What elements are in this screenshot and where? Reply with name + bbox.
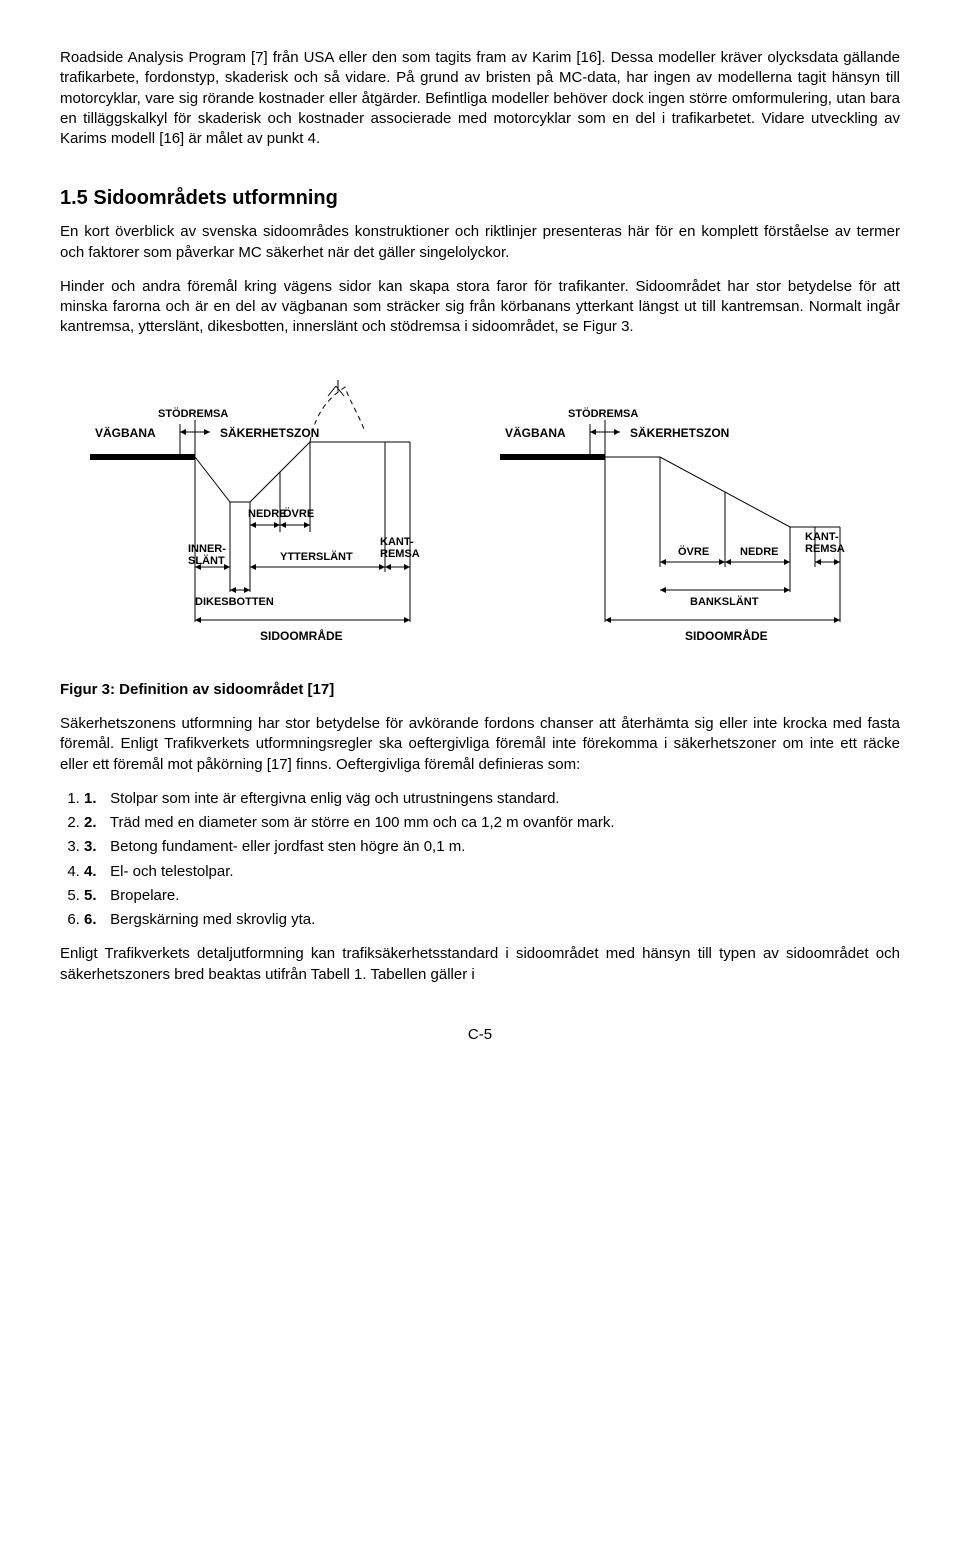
lbl-kant-r: KANT-REMSA [805,531,845,555]
lbl-ovre-r: ÖVRE [678,545,709,558]
section-heading-1-5: 1.5 Sidoområdets utformning [60,185,900,212]
lbl-sido-r: SIDOOMRÅDE [685,628,768,643]
list-item: 6. Bergskärning med skrovlig yta. [84,910,900,930]
lbl-bank-r: BANKSLÄNT [690,595,759,608]
lbl-kant-l: KANT-REMSA [380,536,420,560]
lbl-nedre-l: NEDRE [248,508,287,520]
lbl-sakerhet-r: SÄKERHETSZON [630,425,729,440]
list-item: 1. Stolpar som inte är eftergivna enlig … [84,789,900,809]
lbl-ovre-l: ÖVRE [283,507,314,520]
page-number: C-5 [60,1025,900,1045]
lbl-sido-l: SIDOOMRÅDE [260,628,343,643]
oeftergivliga-list: 1. Stolpar som inte är eftergivna enlig … [84,789,900,931]
lbl-vagbana-l: VÄGBANA [95,425,156,440]
lbl-ytter-l: YTTERSLÄNT [280,550,353,563]
para-overview: En kort överblick av svenska sidoområdes… [60,222,900,263]
lbl-dikes-l: DIKESBOTTEN [195,596,274,608]
lbl-sakerhet-l: SÄKERHETSZON [220,425,319,440]
left-cross-section: STÖDREMSA VÄGBANA SÄKERHETSZON NEDRE ÖVR… [90,380,420,643]
para-detaljutformning: Enligt Trafikverkets detaljutformning ka… [60,944,900,985]
lbl-stodremsa-r: STÖDREMSA [568,407,638,420]
list-item: 5. Bropelare. [84,886,900,906]
lbl-inner-l: INNER-SLÄNT [188,543,226,567]
right-cross-section: STÖDREMSA VÄGBANA SÄKERHETSZON ÖVRE NEDR… [500,407,845,643]
list-item: 2. Träd med en diameter som är större en… [84,813,900,833]
para-sakerhetszon: Säkerhetszonens utformning har stor bety… [60,714,900,775]
para-sidoomrade: Hinder och andra föremål kring vägens si… [60,277,900,338]
intro-paragraph: Roadside Analysis Program [7] från USA e… [60,48,900,149]
list-item: 4. El- och telestolpar. [84,862,900,882]
list-item: 3. Betong fundament- eller jordfast sten… [84,837,900,857]
lbl-nedre-r: NEDRE [740,546,779,558]
lbl-stodremsa-l: STÖDREMSA [158,407,228,420]
figure-3-diagram: STÖDREMSA VÄGBANA SÄKERHETSZON NEDRE ÖVR… [60,362,900,668]
figure-3-caption: Figur 3: Definition av sidoområdet [17] [60,680,900,700]
lbl-vagbana-r: VÄGBANA [505,425,566,440]
